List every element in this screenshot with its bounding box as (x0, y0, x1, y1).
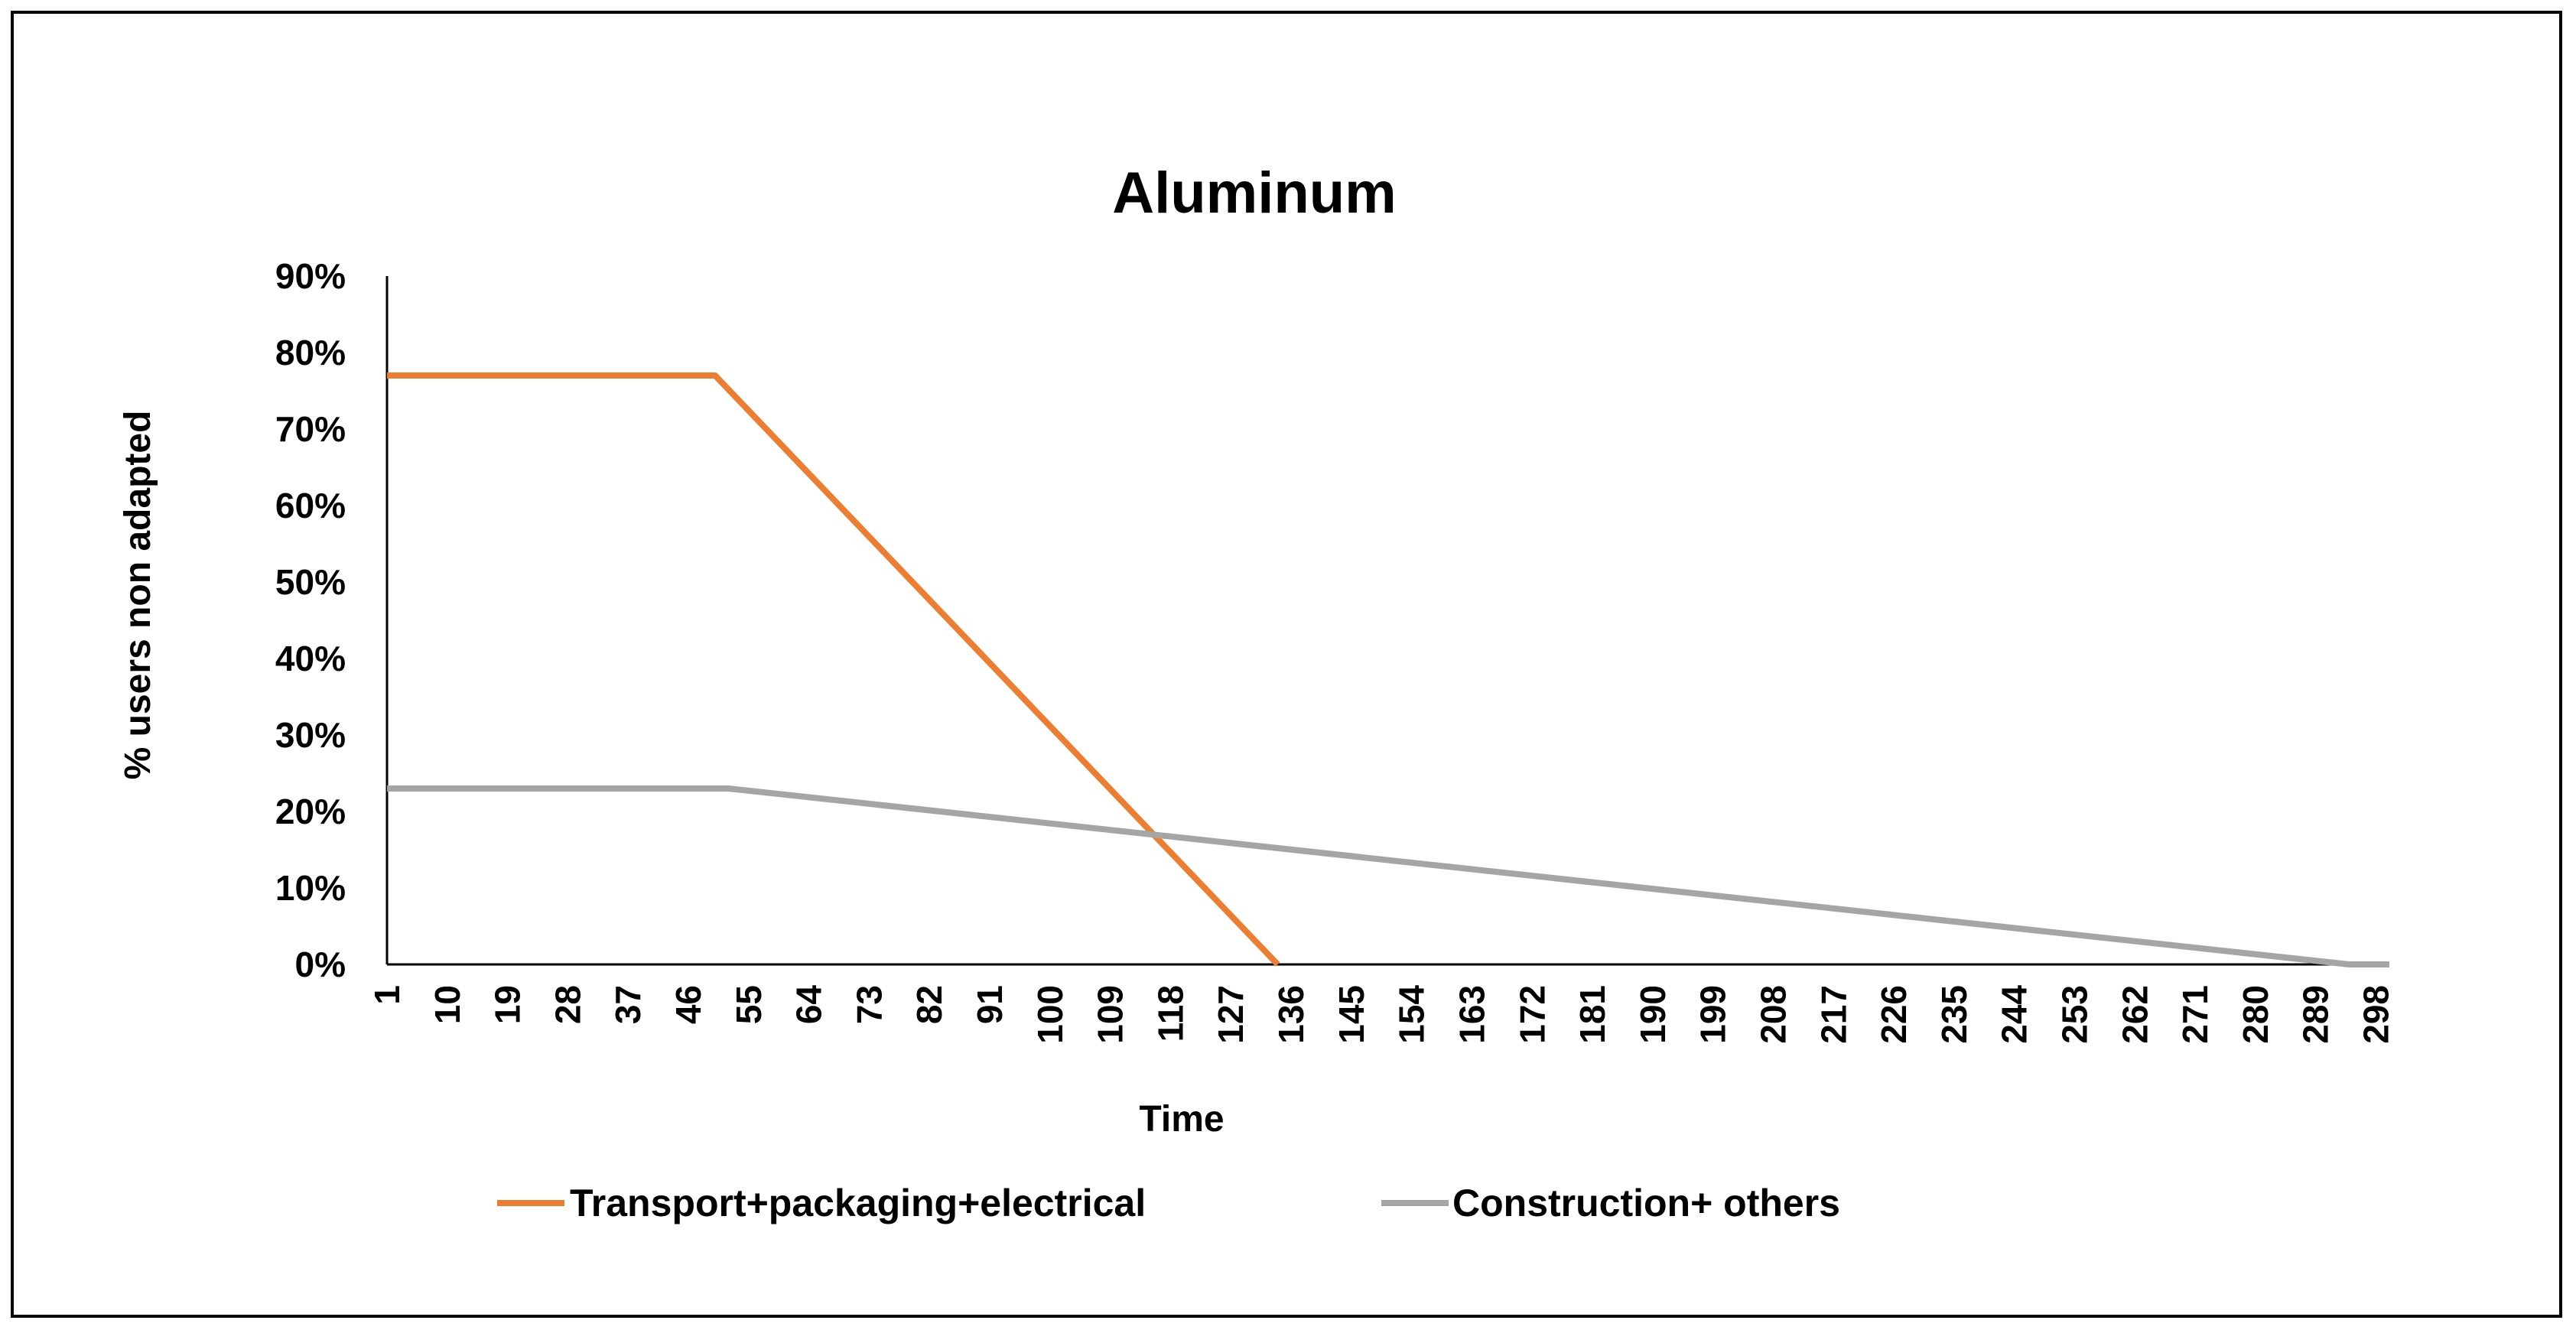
x-tick-label: 100 (1030, 985, 1070, 1044)
x-tick-label: 208 (1753, 985, 1793, 1044)
x-tick-label: 163 (1452, 985, 1491, 1044)
x-tick-label: 127 (1211, 985, 1251, 1044)
legend: Transport+packaging+electrical Construct… (497, 1182, 1840, 1224)
y-tick-label: 30% (275, 715, 346, 755)
y-tick-label: 70% (275, 409, 346, 449)
x-tick-label: 289 (2296, 985, 2336, 1044)
x-tick-label: 73 (849, 985, 889, 1024)
x-tick-label: 118 (1150, 985, 1190, 1042)
series-line-construction (387, 785, 2389, 967)
series-line-transport (387, 372, 1280, 967)
y-tick-label: 80% (275, 333, 346, 372)
x-tick-label: 244 (1995, 985, 2034, 1044)
y-axis-label: % users non adapted (118, 411, 158, 780)
chart-title: Aluminum (1112, 161, 1397, 226)
y-tick-label: 50% (275, 562, 346, 602)
x-tick-label: 46 (668, 985, 708, 1024)
x-tick-label: 190 (1633, 985, 1673, 1044)
x-tick-label: 145 (1332, 985, 1371, 1044)
x-tick-label: 181 (1573, 985, 1612, 1044)
x-tick-label: 262 (2115, 985, 2155, 1044)
x-tick-label: 1 (367, 985, 407, 1005)
y-tick-label: 90% (275, 256, 346, 296)
x-tick-label: 226 (1874, 985, 1914, 1044)
x-tick-label: 136 (1271, 985, 1311, 1044)
x-tick-label: 82 (909, 985, 949, 1024)
legend-label-construction: Construction+ others (1452, 1182, 1840, 1224)
x-tick-label: 271 (2175, 985, 2215, 1044)
chart-frame (11, 11, 2562, 1318)
x-tick-label: 19 (488, 985, 528, 1024)
x-tick-label: 91 (970, 985, 1010, 1024)
y-tick-label: 0% (295, 945, 346, 984)
y-tick-label: 20% (275, 792, 346, 831)
y-tick-label: 60% (275, 486, 346, 525)
y-tick-label: 10% (275, 868, 346, 908)
x-tick-label: 280 (2236, 985, 2275, 1044)
x-tick-label: 253 (2054, 985, 2094, 1044)
y-tick-label: 40% (275, 639, 346, 678)
x-tick-label: 28 (548, 985, 587, 1024)
x-tick-label: 217 (1813, 985, 1853, 1044)
x-tick-label: 172 (1512, 985, 1552, 1044)
x-tick-label: 298 (2356, 985, 2395, 1044)
x-tick-label: 154 (1392, 985, 1432, 1044)
x-tick-label: 235 (1934, 985, 1974, 1044)
x-axis-label: Time (1139, 1099, 1224, 1140)
series-lines (387, 372, 2389, 967)
x-tick-label: 37 (608, 985, 648, 1024)
x-tick-labels: 1 10 19 28 37 46 55 64 73 82 91 100 109 118 127 136 145 1… (367, 985, 2395, 1044)
x-tick-label: 55 (729, 985, 769, 1024)
x-tick-label: 10 (428, 985, 467, 1024)
x-tick-label: 199 (1693, 985, 1733, 1044)
y-tick-labels: 0% 10% 20% 30% 40% 50% 60% 70% 80% 90% (275, 256, 346, 984)
legend-label-transport: Transport+packaging+electrical (570, 1182, 1146, 1224)
x-tick-label: 109 (1091, 985, 1130, 1044)
x-tick-label: 64 (789, 985, 829, 1025)
